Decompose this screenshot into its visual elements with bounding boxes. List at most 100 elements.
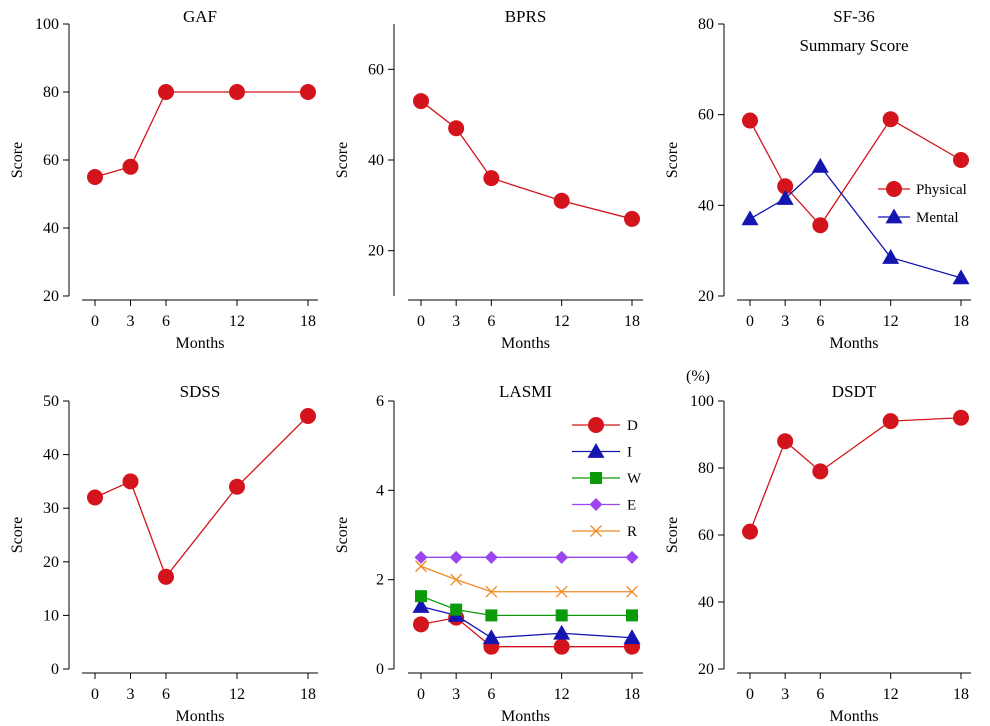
data-point xyxy=(624,210,640,227)
y-tick-label: 100 xyxy=(35,16,59,33)
unit-label: (%) xyxy=(686,368,710,385)
legend-marker xyxy=(886,181,902,197)
data-point xyxy=(483,170,500,187)
data-point xyxy=(553,192,570,209)
legend-marker xyxy=(590,472,602,484)
legend-marker xyxy=(588,417,604,433)
legend-marker xyxy=(590,525,602,537)
data-point xyxy=(553,624,571,640)
data-point xyxy=(742,112,758,129)
y-tick-label: 40 xyxy=(43,220,59,237)
x-tick-label: 12 xyxy=(229,686,245,703)
x-tick-label: 0 xyxy=(417,686,425,703)
series-line-0 xyxy=(420,100,633,220)
x-tick-label: 6 xyxy=(487,686,495,703)
x-tick-label: 18 xyxy=(300,686,316,703)
x-tick-label: 18 xyxy=(953,686,969,703)
y-tick-label: 40 xyxy=(368,152,384,169)
y-axis-label: Score xyxy=(334,142,351,178)
data-point xyxy=(555,585,568,598)
data-point xyxy=(882,111,899,128)
x-tick-label: 3 xyxy=(781,313,789,330)
x-tick-label: 3 xyxy=(127,313,135,330)
x-tick-label: 3 xyxy=(781,686,789,703)
data-point xyxy=(812,217,829,234)
data-point xyxy=(953,152,969,168)
y-tick-label: 80 xyxy=(698,16,714,33)
x-tick-label: 12 xyxy=(883,686,899,703)
y-tick-label: 10 xyxy=(43,607,59,624)
panel-gaf: GAF 20 40 60 80 100 Score 0 3 6 12 18 Months xyxy=(9,7,318,352)
data-point xyxy=(741,210,759,226)
data-point xyxy=(811,157,829,173)
data-point xyxy=(448,120,465,137)
data-point xyxy=(555,550,569,564)
y-tick-label: 80 xyxy=(698,460,714,477)
legend-label: Physical xyxy=(916,182,967,198)
data-point xyxy=(777,178,794,195)
data-point xyxy=(625,550,639,564)
data-point xyxy=(122,473,139,490)
legend-label: D xyxy=(627,418,638,434)
chart-title: SDSS xyxy=(180,382,221,401)
y-tick-label: 60 xyxy=(43,152,59,169)
x-axis-label: Months xyxy=(501,335,550,352)
y-tick-label: 2 xyxy=(376,572,384,589)
data-point xyxy=(300,408,316,425)
data-point xyxy=(122,158,139,175)
y-tick-label: 80 xyxy=(43,84,59,101)
y-tick-label: 60 xyxy=(368,61,384,78)
series-line-r xyxy=(420,565,632,593)
data-point xyxy=(482,629,500,645)
x-axis-label: Months xyxy=(501,708,550,725)
x-tick-label: 12 xyxy=(229,313,245,330)
x-tick-label: 0 xyxy=(746,313,754,330)
y-tick-label: 40 xyxy=(698,197,714,214)
data-point xyxy=(158,84,174,100)
legend-marker xyxy=(587,443,605,458)
panel-sf36: SF-36 Summary Score 20 40 60 80 Score 0 3 6 12 18 Mo… xyxy=(664,7,971,352)
data-point xyxy=(229,84,245,100)
y-axis-label: Score xyxy=(9,142,26,178)
data-point xyxy=(412,597,430,613)
data-point xyxy=(300,84,316,100)
x-axis-label: Months xyxy=(176,708,225,725)
data-point xyxy=(158,568,174,585)
x-tick-label: 6 xyxy=(816,313,824,330)
panel-dsdt: DSDT (%) 20 40 60 80 100 Score 0 3 6 12 18 Months xyxy=(664,368,971,725)
y-tick-label: 50 xyxy=(43,393,59,410)
data-point xyxy=(229,478,245,495)
y-tick-label: 6 xyxy=(376,393,384,410)
x-tick-label: 12 xyxy=(883,313,899,330)
panel-sdss: SDSS 0 10 20 30 40 50 Score 0 3 6 12 18 Months xyxy=(9,382,318,725)
x-tick-label: 6 xyxy=(162,686,170,703)
legend-label: E xyxy=(627,498,636,514)
data-point xyxy=(415,590,427,603)
panel-bprs: BPRS 20 40 60 Score 0 3 6 12 18 Months xyxy=(334,7,643,352)
data-point xyxy=(953,409,969,426)
chart-title: LASMI xyxy=(499,382,552,401)
y-tick-label: 20 xyxy=(698,288,714,305)
data-point xyxy=(87,489,103,506)
chart-title: BPRS xyxy=(505,7,547,26)
data-point xyxy=(413,616,429,633)
data-point xyxy=(555,609,568,622)
x-tick-label: 3 xyxy=(127,686,135,703)
x-axis-label: Months xyxy=(176,335,225,352)
x-tick-label: 6 xyxy=(487,313,495,330)
y-tick-label: 60 xyxy=(698,527,714,544)
legend-marker xyxy=(589,498,603,511)
y-tick-label: 20 xyxy=(368,243,384,260)
data-point xyxy=(450,573,463,586)
chart-title: DSDT xyxy=(832,382,877,401)
y-tick-label: 40 xyxy=(43,447,59,464)
chart-subtitle: Summary Score xyxy=(799,36,908,55)
x-tick-label: 12 xyxy=(554,686,570,703)
data-point xyxy=(414,550,428,564)
data-point xyxy=(484,550,498,564)
x-tick-label: 6 xyxy=(816,686,824,703)
legend-label: R xyxy=(627,524,637,540)
x-tick-label: 18 xyxy=(953,313,969,330)
